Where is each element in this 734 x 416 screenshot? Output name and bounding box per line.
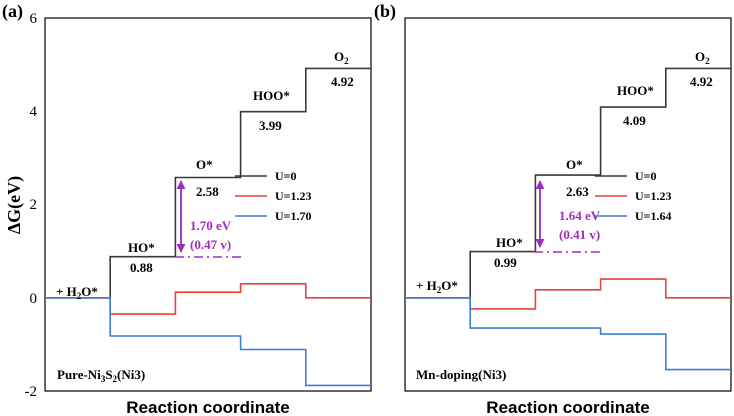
step-label-o2: O2 <box>695 49 710 66</box>
series-line-u-1-70 <box>45 297 371 387</box>
legend-label: U=1.64 <box>635 209 672 223</box>
step-label-ho: HO* <box>496 235 523 250</box>
panel-a-label: (a) <box>2 1 23 22</box>
panel-b-frame <box>404 17 732 392</box>
annotation-text-1: 1.70 eV <box>190 218 232 233</box>
y-tick-0: 0 <box>30 291 38 307</box>
panel-b-title: Mn-doping(Ni3) <box>416 367 506 382</box>
value-label: 2.58 <box>196 184 219 199</box>
legend-b: U=0 U=1.23 U=1.64 <box>595 169 672 223</box>
value-label: 4.92 <box>690 74 713 89</box>
step-label-o: O* <box>566 157 583 172</box>
annotation-text-2: (0.41 v) <box>559 227 600 242</box>
step-labels-b: + H2O* HO* O* HOO* O2 <box>416 49 710 295</box>
annotation-text-1: 1.64 eV <box>559 208 601 223</box>
value-label: 0.99 <box>494 255 517 270</box>
y-tick-6: 6 <box>30 11 38 27</box>
step-label-o: O* <box>196 157 213 172</box>
value-label: 4.92 <box>331 74 354 89</box>
value-label: 2.63 <box>566 184 589 199</box>
step-label-ho: HO* <box>128 240 155 255</box>
series-group-b <box>405 67 731 371</box>
value-labels-a: 0.88 2.58 3.99 4.92 <box>130 74 354 275</box>
annotation-b: 1.64 eV (0.41 v) <box>534 180 604 253</box>
y-tick-4: 4 <box>30 104 38 120</box>
y-ticks: 6 4 2 0 -2 <box>25 11 38 400</box>
legend-label: U=1.23 <box>635 189 672 203</box>
annotation-text-2: (0.47 v) <box>190 237 231 252</box>
panel-a-title: Pure-Ni3S2(Ni3) <box>57 367 145 384</box>
legend-label: U=1.70 <box>275 209 312 223</box>
step-label-o2: O2 <box>334 49 349 66</box>
value-labels-b: 0.99 2.63 4.09 4.92 <box>494 74 713 270</box>
step-label-hoo: HOO* <box>253 88 290 103</box>
panel-b-label: (b) <box>374 1 396 22</box>
y-tick-2: 2 <box>30 197 38 213</box>
value-label: 0.88 <box>130 260 153 275</box>
panel-a-frame <box>44 17 372 392</box>
step-label-hoo: HOO* <box>617 83 654 98</box>
step-label-h2o: + H2O* <box>56 284 98 301</box>
step-labels-a: + H2O* HO* O* HOO* O2 <box>56 49 349 301</box>
legend-a: U=0 U=1.23 U=1.70 <box>235 169 312 223</box>
legend-label: U=1.23 <box>275 189 312 203</box>
series-line-u-1-64 <box>405 297 731 371</box>
annotation-a: 1.70 eV (0.47 v) <box>175 180 245 258</box>
x-axis-title-b: Reaction coordinate <box>486 398 649 416</box>
legend-label: U=0 <box>635 169 657 183</box>
series-line-u-0 <box>405 67 731 299</box>
y-tick-neg2: -2 <box>25 384 38 400</box>
series-line-u-0 <box>45 67 371 299</box>
y-axis-title: ΔG(eV) <box>4 176 25 234</box>
step-label-h2o: + H2O* <box>416 278 458 295</box>
series-group-a <box>45 67 371 387</box>
legend-label: U=0 <box>275 169 297 183</box>
x-axis-title-a: Reaction coordinate <box>126 398 289 416</box>
value-label: 4.09 <box>623 113 646 128</box>
value-label: 3.99 <box>259 118 282 133</box>
